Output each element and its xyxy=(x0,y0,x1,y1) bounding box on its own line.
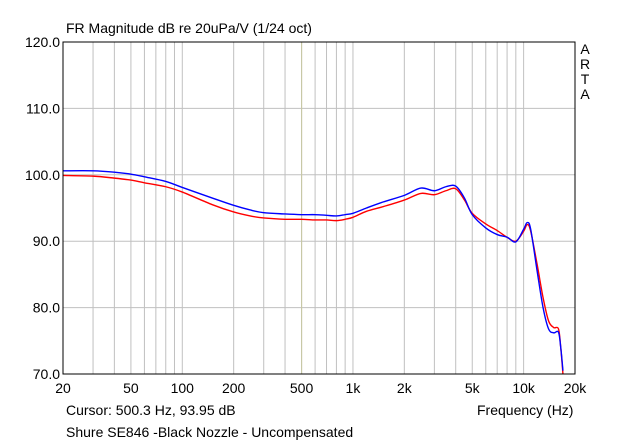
watermark-letter: R xyxy=(579,56,591,72)
y-tick-label: 90.0 xyxy=(33,233,60,249)
series-layer xyxy=(62,170,564,375)
cursor-readout: Cursor: 500.3 Hz, 93.95 dB xyxy=(66,402,236,418)
x-tick-label: 5k xyxy=(465,380,481,396)
y-tick-label: 110.0 xyxy=(26,100,60,116)
x-tick-label: 20 xyxy=(55,380,71,396)
y-tick-label: 80.0 xyxy=(33,300,60,316)
x-axis-label: Frequency (Hz) xyxy=(477,402,574,418)
watermark-letter: A xyxy=(580,86,590,102)
series-line-red xyxy=(62,174,564,375)
arta-watermark: A R T A xyxy=(578,42,592,102)
y-tick-label: 120.0 xyxy=(25,34,60,50)
plot-frame xyxy=(62,41,576,375)
x-tick-label: 20k xyxy=(564,380,588,396)
x-tick-label: 2k xyxy=(397,380,413,396)
chart-title: FR Magnitude dB re 20uPa/V (1/24 oct) xyxy=(66,20,312,36)
x-tick-label: 10k xyxy=(512,380,536,396)
y-tick-label: 100.0 xyxy=(25,167,60,183)
watermark-letter: T xyxy=(580,71,590,87)
x-tick-label: 500 xyxy=(290,380,314,396)
y-tick-label: 70.0 xyxy=(33,366,60,382)
grid-layer xyxy=(62,41,576,375)
series-line-blue xyxy=(62,170,564,371)
watermark-letter: A xyxy=(580,41,590,57)
x-tick-label: 50 xyxy=(123,380,139,396)
tick-label-layer: 20 50 100 200 500 1k 2k 5k 10k 20k 70.0 80.0 90.0 100… xyxy=(25,34,587,396)
x-tick-label: 100 xyxy=(171,380,195,396)
chart-caption: Shure SE846 -Black Nozzle - Uncompensate… xyxy=(66,424,354,440)
x-tick-label: 1k xyxy=(346,380,362,396)
x-tick-label: 200 xyxy=(222,380,246,396)
